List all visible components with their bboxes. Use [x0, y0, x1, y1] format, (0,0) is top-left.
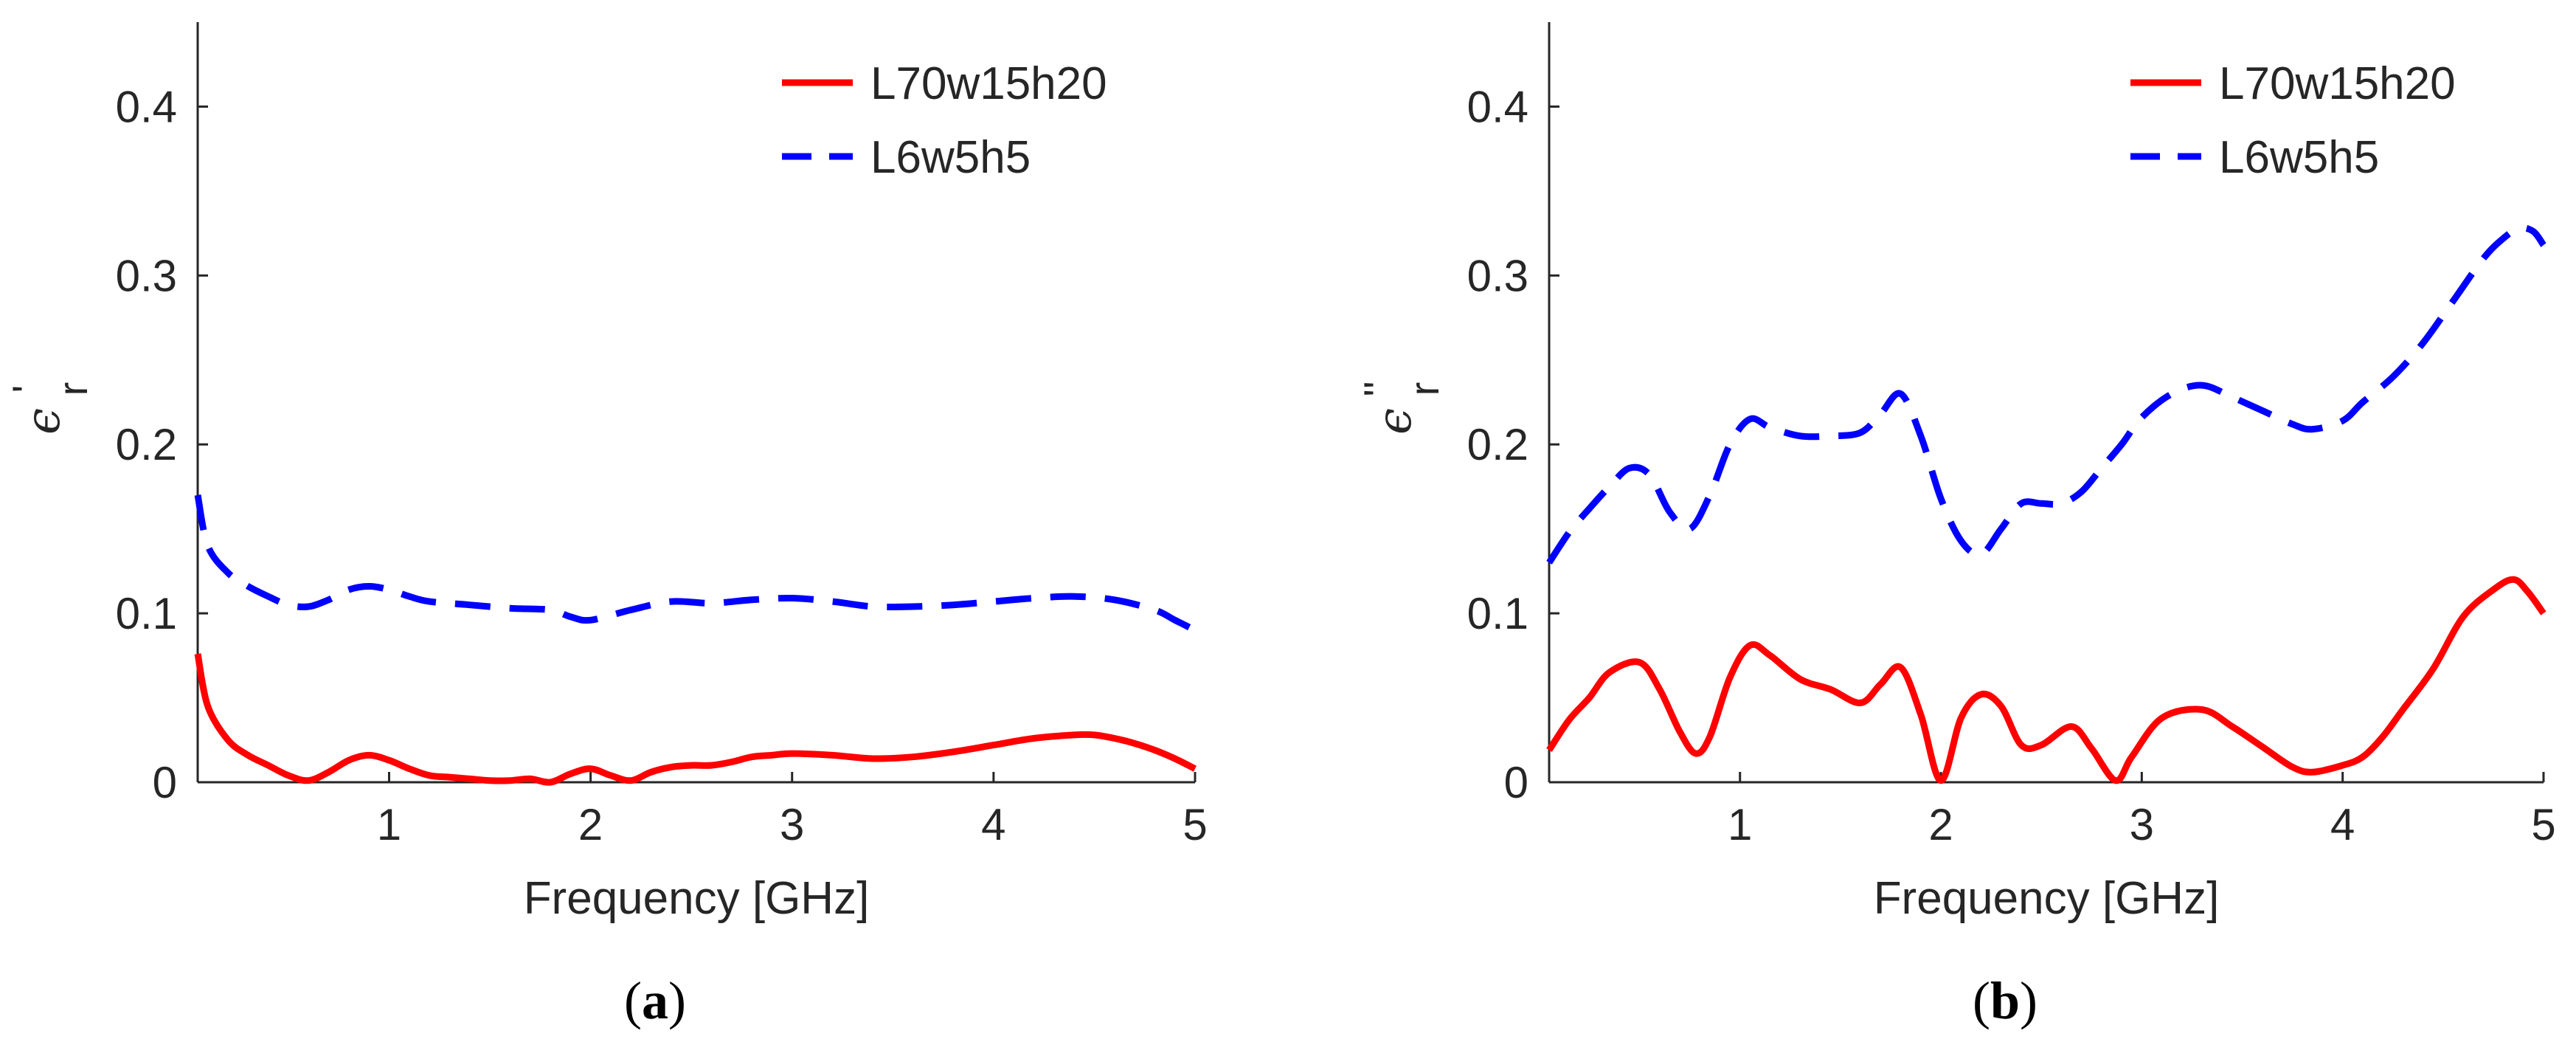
x-tick-label: 5: [2531, 800, 2555, 849]
y-tick-label: 0.2: [116, 420, 177, 469]
x-axis-title: Frequency [GHz]: [1874, 873, 2220, 924]
panel-caption-a: (a): [624, 971, 686, 1030]
panel-caption-b: (b): [1973, 971, 2037, 1030]
x-tick-label: 1: [1728, 800, 1752, 849]
caption-letter: a: [642, 971, 668, 1030]
x-tick-label: 1: [377, 800, 401, 849]
caption-letter: b: [1990, 971, 2020, 1030]
x-tick-label: 3: [2130, 800, 2154, 849]
x-tick-label: 2: [1928, 800, 1953, 849]
y-axis-title: ϵr'': [1355, 381, 1447, 435]
y-axis-symbol: ϵ: [1368, 408, 1422, 435]
y-tick-label: 0.1: [1467, 589, 1528, 638]
y-axis-subscript: r: [49, 382, 96, 396]
x-tick-label: 4: [2330, 800, 2355, 849]
y-tick-label: 0.3: [1467, 251, 1528, 300]
y-tick-label: 0.2: [1467, 420, 1528, 469]
caption-paren-open: (: [1973, 971, 1990, 1030]
y-axis-prime: ': [4, 385, 50, 393]
y-tick-label: 0.3: [116, 251, 177, 300]
y-tick-label: 0.4: [1467, 82, 1528, 131]
series-line-L6w5h5: [194, 494, 1197, 634]
series-line-L70w15h20: [1546, 576, 2546, 784]
legend-label: L70w15h20: [2219, 58, 2456, 109]
legend-label: L6w5h5: [2219, 132, 2379, 183]
legend-label: L70w15h20: [870, 58, 1107, 109]
series-line-L6w5h5: [1546, 224, 2546, 565]
y-axis-subscript: r: [1401, 382, 1447, 396]
chart-panel-a: 1 2 3 4 5 0 0.1 0.2 0.3 0.4 Frequency [GHz] ϵr' L70w…: [4, 22, 1208, 924]
x-tick-label: 4: [981, 800, 1005, 849]
caption-paren-open: (: [624, 971, 642, 1030]
legend-label: L6w5h5: [870, 132, 1031, 183]
y-tick-label: 0.4: [116, 82, 177, 131]
caption-paren-close: ): [668, 971, 686, 1030]
chart-panel-b: 1 2 3 4 5 0 0.1 0.2 0.3 0.4 Frequency [GHz] ϵr'' L70…: [1355, 22, 2556, 924]
series-line-L70w15h20: [194, 653, 1197, 786]
x-tick-label: 3: [780, 800, 804, 849]
y-tick-label: 0: [153, 758, 177, 807]
y-axis-prime: '': [1355, 381, 1402, 396]
y-axis-symbol: ϵ: [16, 408, 71, 435]
y-axis-title: ϵr': [4, 382, 96, 435]
caption-paren-close: ): [2020, 971, 2037, 1030]
x-axis-title: Frequency [GHz]: [524, 873, 870, 924]
y-tick-label: 0.1: [116, 589, 177, 638]
y-tick-label: 0: [1504, 758, 1528, 807]
x-tick-label: 5: [1183, 800, 1207, 849]
x-tick-label: 2: [578, 800, 603, 849]
